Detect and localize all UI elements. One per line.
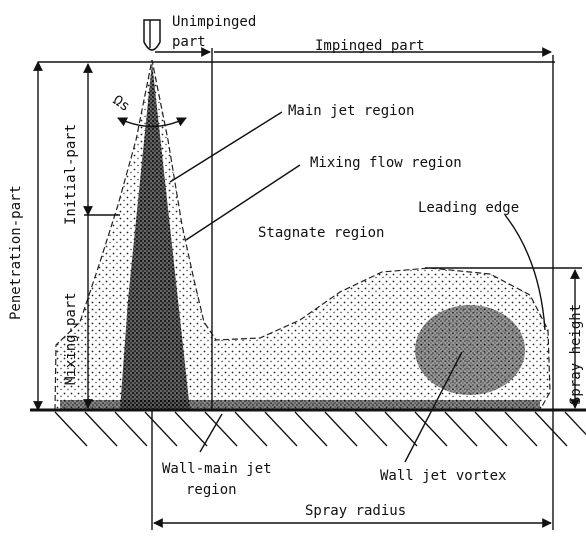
hatch-line [444, 411, 478, 447]
hatch-line [144, 411, 178, 447]
wall-hatching [54, 411, 586, 447]
label: Mixing-part [63, 292, 79, 385]
label: Spray height [568, 304, 584, 405]
hatch-line [234, 411, 268, 447]
label: Mixing flow region [310, 155, 462, 171]
label: region [186, 482, 237, 498]
hatch-line [474, 411, 508, 447]
hatch-line [564, 411, 586, 436]
hatch-line [174, 411, 208, 447]
hatch-line [384, 411, 418, 447]
label: Impinged part [315, 38, 425, 54]
label: Penetration-part [8, 185, 24, 320]
hatch-line [354, 411, 388, 447]
vortex-leader [404, 351, 463, 463]
hatch-line [264, 411, 298, 447]
main-jet-leader [169, 111, 283, 183]
label: Stagnate region [258, 225, 384, 241]
hatch-line [294, 411, 328, 447]
label: Unimpinged [172, 14, 256, 30]
label: Leading edge [418, 200, 519, 216]
hatch-line [204, 411, 238, 447]
hatch-line [534, 411, 568, 447]
label: Initial-part [63, 124, 79, 225]
hatch-line [114, 411, 148, 447]
hatch-line [84, 411, 118, 447]
label: part [172, 34, 206, 50]
label: Main jet region [288, 103, 414, 119]
hatch-line [324, 411, 358, 447]
label: Wall-main jet [162, 461, 272, 477]
main-jet-core [120, 62, 190, 410]
label: Spray radius [305, 503, 406, 519]
mixing-leader [185, 164, 301, 241]
vortex-core [415, 305, 525, 395]
angle-arc [117, 117, 187, 128]
leading-edge-leader [504, 214, 546, 331]
nozzle [143, 19, 161, 51]
label: Wall jet vortex [380, 468, 506, 484]
hatch-line [504, 411, 538, 447]
hatch-line [54, 411, 88, 447]
wall-jet-layer [60, 400, 540, 410]
label: Ωs [110, 92, 133, 115]
hatch-line [414, 411, 448, 447]
wall-main-leader [199, 413, 223, 453]
